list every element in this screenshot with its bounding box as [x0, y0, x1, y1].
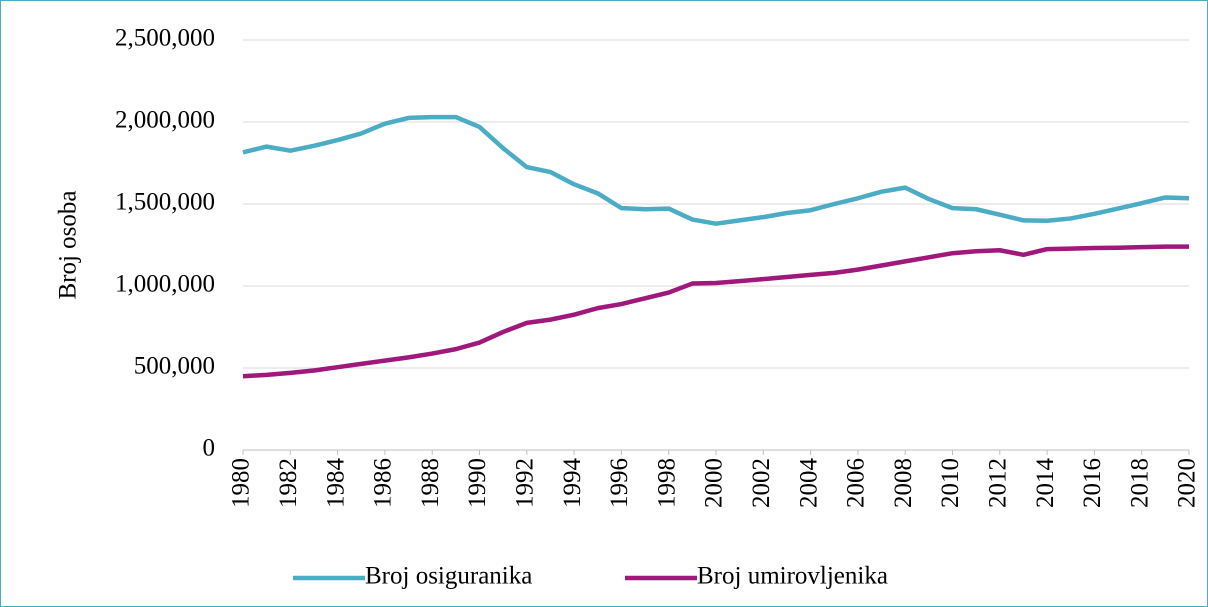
x-tick-label: 2004 [795, 458, 822, 509]
x-tick-label: 2016 [1079, 458, 1106, 508]
legend-label: Broj umirovljenika [697, 563, 888, 590]
y-tick-label: 500,000 [134, 353, 215, 380]
y-tick-label: 1,500,000 [115, 189, 215, 216]
y-axis-label: Broj osoba [55, 190, 82, 299]
x-tick-label: 1996 [606, 458, 633, 508]
x-tick-label: 1988 [417, 458, 444, 508]
y-tick-label: 1,000,000 [115, 271, 215, 298]
legend-label: Broj osiguranika [365, 563, 532, 590]
x-tick-label: 1990 [464, 458, 491, 508]
x-tick-label: 2000 [701, 458, 728, 508]
x-tick-label: 2002 [748, 458, 775, 508]
x-tick-label: 1984 [322, 458, 349, 509]
x-tick-label: 2006 [843, 458, 870, 508]
series-line [242, 114, 1190, 226]
x-tick-label: 1998 [653, 458, 680, 508]
y-tick-label: 2,000,000 [115, 107, 215, 134]
x-tick-label: 2020 [1174, 458, 1201, 508]
x-tick-label: 1982 [275, 458, 302, 508]
x-tick-label: 1992 [512, 458, 539, 508]
y-tick-label: 2,500,000 [115, 25, 215, 52]
x-tick-label: 2012 [985, 458, 1012, 508]
x-tick-label: 1986 [370, 458, 397, 508]
x-tick-label: 2008 [890, 458, 917, 508]
x-tick-label: 2018 [1126, 458, 1153, 508]
x-tick-label: 1980 [228, 458, 255, 508]
x-tick-label: 2014 [1032, 458, 1059, 509]
series-line [242, 244, 1189, 379]
y-tick-label: 0 [203, 435, 216, 462]
x-tick-label: 2010 [937, 458, 964, 508]
x-tick-label: 1994 [559, 458, 586, 509]
